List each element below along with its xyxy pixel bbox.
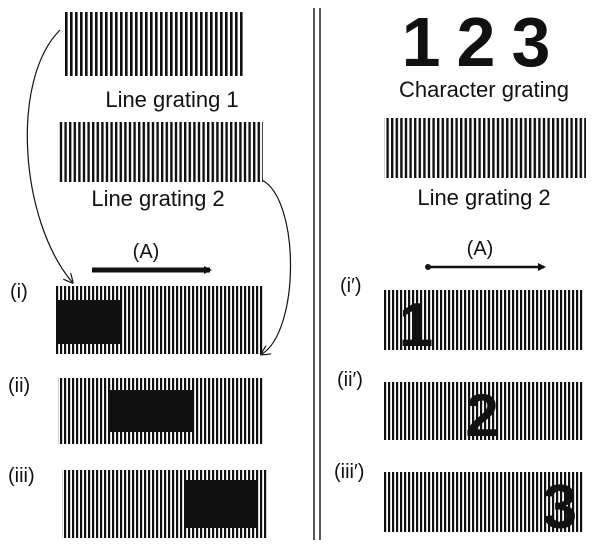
step-label-ii: (ii) xyxy=(8,375,30,397)
overlay-iii-prime: 3 xyxy=(384,472,584,542)
revealed-character-2: 2 xyxy=(465,382,498,449)
line-grating-1 xyxy=(63,12,243,76)
left-arrow-label: (A) xyxy=(133,241,160,263)
character-grating: 123 xyxy=(384,3,584,81)
step-label-i-prime: (i′) xyxy=(340,275,362,297)
line-grating-1-label: Line grating 1 xyxy=(105,87,238,112)
line-grating-2-label: Line grating 2 xyxy=(91,186,224,211)
right-arrow-tail-dot xyxy=(425,264,431,270)
connector-grating-2 xyxy=(262,179,291,354)
right-arrow-label: (A) xyxy=(467,238,494,260)
overlay-iii xyxy=(62,470,268,538)
right-line-grating-2 xyxy=(384,118,586,178)
overlay-ii-prime: 2 xyxy=(384,382,584,449)
revealed-character-3: 3 xyxy=(543,473,577,542)
revealed-character-1: 1 xyxy=(399,291,433,360)
step-label-iii: (iii) xyxy=(8,465,35,487)
overlay-i xyxy=(56,286,264,354)
overlay-i-prime: 1 xyxy=(384,290,584,360)
character-grating-digits: 123 xyxy=(402,3,567,81)
character-grating-label: Character grating xyxy=(399,77,569,102)
step-label-ii-prime: (ii′) xyxy=(337,369,363,391)
connector-grating-1 xyxy=(26,29,72,282)
step-label-iii-prime: (iii′) xyxy=(334,461,364,483)
line-grating-2 xyxy=(58,122,263,182)
overlay-ii xyxy=(58,378,264,444)
step-label-i: (i) xyxy=(10,281,28,303)
right-line-grating-2-label: Line grating 2 xyxy=(417,185,550,210)
